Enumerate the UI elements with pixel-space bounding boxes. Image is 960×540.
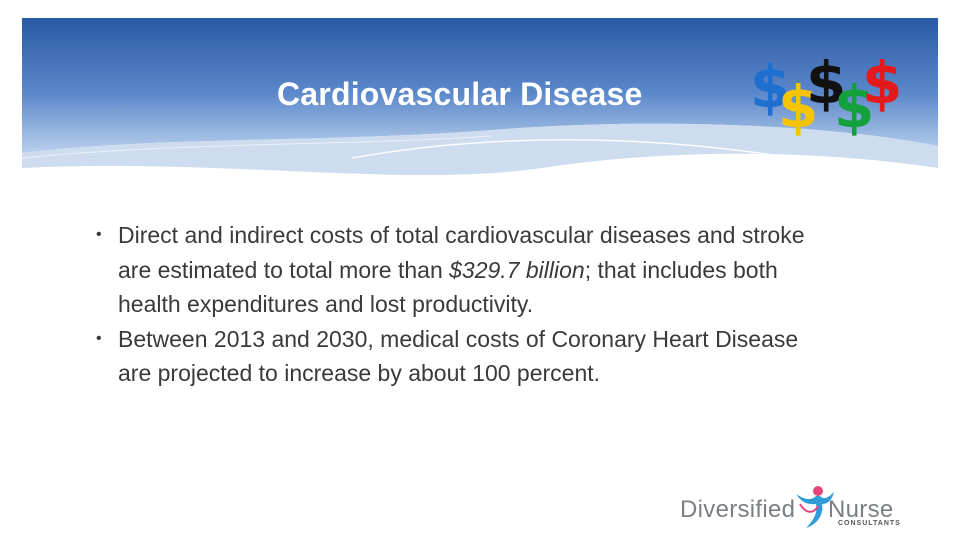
bullet-text-end: ; that includes both health expenditures… <box>118 256 778 318</box>
bullet-emphasis: $329.7 billion <box>449 256 585 283</box>
bullet-icon: • <box>96 329 102 347</box>
wave-background <box>22 18 938 189</box>
bullet-text: Direct and indirect costs of total cardi… <box>118 222 805 283</box>
header-banner: Cardiovascular Disease $ $ $ $ $ <box>22 18 938 198</box>
slide-title: Cardiovascular Disease <box>277 76 643 112</box>
bullet-item: • Between 2013 and 2030, medical costs o… <box>96 322 818 391</box>
company-logo: Diversified Nurse CONSULTANTS <box>680 484 912 534</box>
bullet-list: • Direct and indirect costs of total car… <box>96 218 818 391</box>
person-figure-icon <box>796 486 834 528</box>
logo-text-left: Diversified <box>680 496 796 523</box>
bullet-text: Between 2013 and 2030, medical costs of … <box>118 325 799 387</box>
dollar-sign-icon: $ <box>806 49 847 117</box>
logo-subtitle: CONSULTANTS <box>838 520 901 527</box>
dollar-signs-graphic: $ $ $ $ $ <box>750 54 910 144</box>
dollar-sign-icon: $ <box>750 53 791 121</box>
bullet-icon: • <box>96 226 102 243</box>
dollar-sign-icon: $ <box>862 49 903 117</box>
logo-text-right: Nurse <box>828 496 894 523</box>
dollar-sign-icon: $ <box>834 73 875 141</box>
bullet-item: • Direct and indirect costs of total car… <box>96 218 818 322</box>
dollar-sign-icon: $ <box>778 73 819 141</box>
